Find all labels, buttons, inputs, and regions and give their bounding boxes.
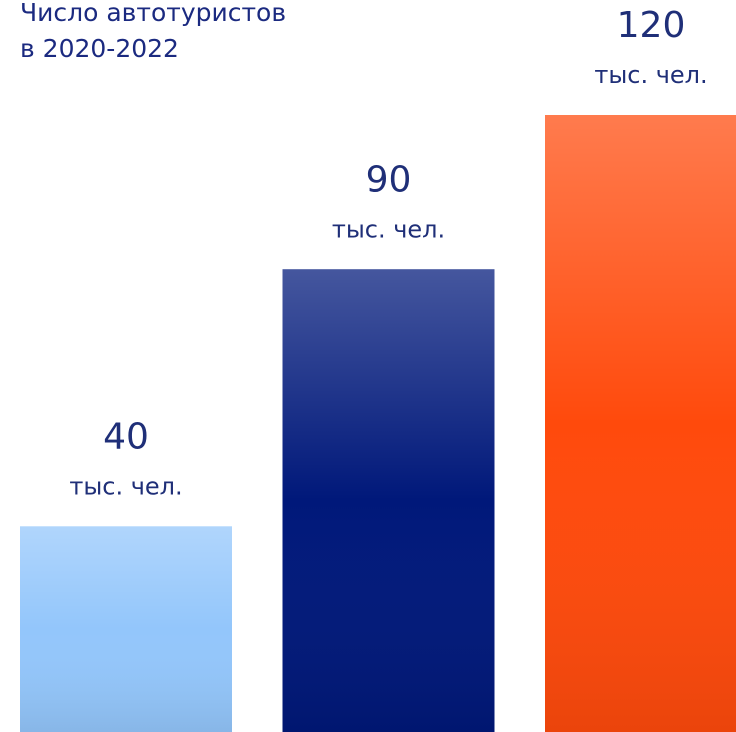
unit-label: тыс. чел.: [332, 215, 445, 243]
value-label: 120: [617, 5, 686, 46]
chart-title: Число автотуристов: [20, 0, 286, 27]
value-label: 40: [103, 416, 149, 457]
bar: [20, 526, 232, 732]
bar: [545, 115, 736, 732]
value-label: 90: [366, 159, 412, 200]
bar: [282, 269, 495, 732]
chart-title: в 2020-2022: [20, 34, 179, 63]
unit-label: тыс. чел.: [69, 472, 182, 500]
unit-label: тыс. чел.: [594, 61, 707, 89]
